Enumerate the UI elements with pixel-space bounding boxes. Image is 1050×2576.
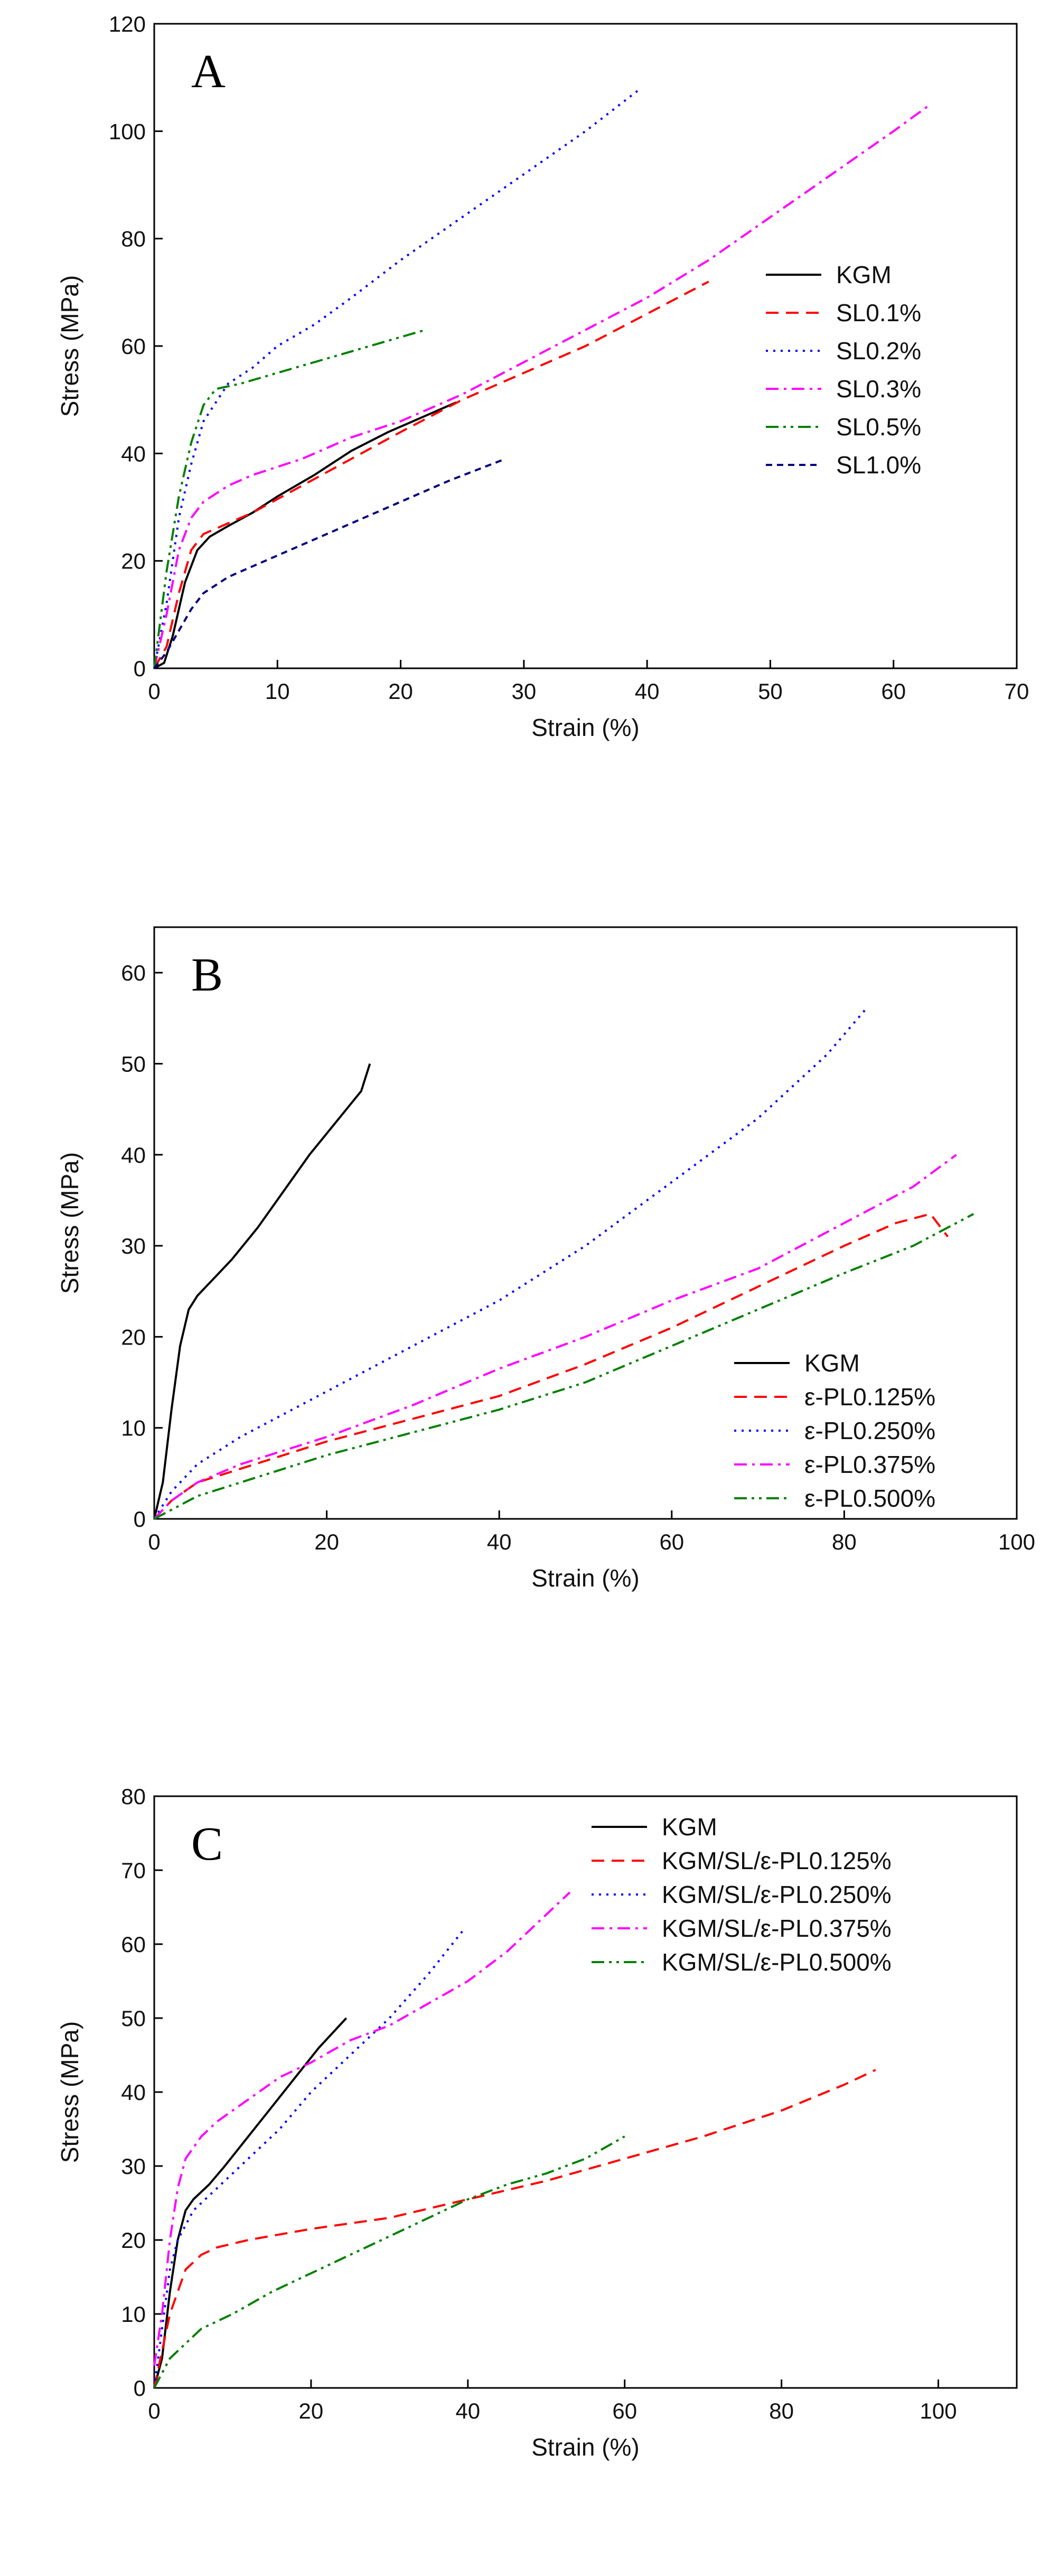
x-tick-label: 0 bbox=[148, 2398, 160, 2423]
y-tick-label: 60 bbox=[121, 334, 146, 359]
x-tick-label: 0 bbox=[148, 1529, 160, 1554]
y-axis-title: Stress (MPa) bbox=[56, 2021, 83, 2163]
legend-label: SL1.0% bbox=[836, 451, 921, 479]
y-tick-label: 80 bbox=[121, 1784, 146, 1809]
series-line bbox=[154, 401, 457, 669]
x-axis-title: Strain (%) bbox=[531, 2433, 639, 2461]
y-tick-label: 0 bbox=[134, 2376, 146, 2401]
series-line bbox=[153, 1928, 465, 2388]
series-line bbox=[154, 1213, 974, 1520]
series-line bbox=[153, 1891, 571, 2366]
series-line bbox=[153, 329, 426, 669]
y-tick-label: 40 bbox=[121, 2080, 146, 2105]
legend-label: KGM bbox=[662, 1813, 717, 1841]
x-tick-label: 40 bbox=[487, 1529, 512, 1554]
x-tick-label: 20 bbox=[299, 2398, 324, 2423]
x-tick-label: 50 bbox=[758, 679, 783, 704]
x-tick-label: 40 bbox=[455, 2398, 480, 2423]
y-tick-label: 30 bbox=[121, 2154, 146, 2179]
x-tick-label: 20 bbox=[388, 679, 413, 704]
legend-label: KGM/SL/ε-PL0.375% bbox=[662, 1915, 892, 1942]
y-tick-label: 0 bbox=[134, 1507, 146, 1532]
series-line bbox=[153, 2135, 625, 2388]
panel-label: A bbox=[191, 45, 226, 98]
x-tick-label: 40 bbox=[635, 679, 660, 704]
series-line bbox=[153, 1008, 867, 1520]
plot-frame bbox=[153, 926, 1018, 1520]
y-tick-label: 20 bbox=[121, 549, 146, 574]
y-tick-label: 50 bbox=[121, 1051, 146, 1076]
legend-label: KGM bbox=[836, 261, 892, 288]
y-tick-label: 10 bbox=[121, 2302, 146, 2327]
legend-label: ε-PL0.500% bbox=[804, 1485, 935, 1512]
x-tick-label: 60 bbox=[881, 679, 906, 704]
y-tick-label: 20 bbox=[121, 2228, 146, 2253]
legend-label: KGM/SL/ε-PL0.250% bbox=[662, 1881, 892, 1908]
x-tick-label: 100 bbox=[920, 2398, 957, 2423]
legend-label: ε-PL0.125% bbox=[804, 1383, 935, 1411]
panel-label: B bbox=[191, 949, 223, 1001]
series-line bbox=[153, 458, 506, 669]
legend: KGM KGM/SL/ε-PL0.125% KGM/SL/ε-PL0.250% KGM… bbox=[592, 1813, 892, 1976]
legend-label: KGM bbox=[804, 1349, 860, 1377]
legend-label: KGM/SL/ε-PL0.500% bbox=[662, 1948, 892, 1976]
x-tick-label: 60 bbox=[612, 2398, 637, 2423]
panel-label: C bbox=[191, 1818, 223, 1870]
legend: KGM ε-PL0.125% ε-PL0.250% ε-PL0.375% ε-PL0.5… bbox=[734, 1349, 935, 1512]
series-line bbox=[153, 281, 709, 669]
legend-label: SL0.1% bbox=[836, 299, 921, 326]
x-tick-label: 60 bbox=[659, 1529, 684, 1554]
y-tick-label: 40 bbox=[121, 1143, 146, 1168]
y-axis-title: Stress (MPa) bbox=[56, 1152, 83, 1294]
x-tick-label: 80 bbox=[769, 2398, 794, 2423]
series-line bbox=[153, 2069, 876, 2388]
y-tick-label: 120 bbox=[109, 12, 146, 36]
y-tick-label: 60 bbox=[121, 960, 146, 985]
legend-label: SL0.5% bbox=[836, 413, 921, 441]
x-axis-title: Strain (%) bbox=[531, 714, 639, 741]
x-tick-label: 10 bbox=[265, 679, 290, 704]
y-tick-label: 100 bbox=[109, 119, 146, 144]
x-tick-label: 30 bbox=[511, 679, 536, 704]
y-tick-label: 40 bbox=[121, 441, 146, 466]
y-axis-title: Stress (MPa) bbox=[56, 275, 83, 417]
y-tick-label: 10 bbox=[121, 1416, 146, 1441]
series-line bbox=[153, 1154, 957, 1520]
y-tick-label: 0 bbox=[134, 656, 146, 681]
series-line bbox=[153, 2017, 348, 2388]
x-tick-label: 100 bbox=[998, 1529, 1035, 1554]
x-axis-title: Strain (%) bbox=[531, 1564, 639, 1592]
y-tick-label: 50 bbox=[121, 2006, 146, 2031]
legend-label: SL0.3% bbox=[836, 375, 921, 403]
series-line bbox=[153, 103, 931, 669]
y-tick-label: 80 bbox=[121, 227, 146, 251]
chart-panel-c: 0 20 40 60 80 100 0 10 20 30 40 50 60 70 80 Strain (%) S… bbox=[56, 1784, 1018, 2461]
legend: KGM SL0.1% SL0.2% SL0.3% SL0.5% SL1.0% bbox=[766, 261, 921, 479]
y-tick-label: 30 bbox=[121, 1234, 146, 1258]
legend-label: ε-PL0.250% bbox=[804, 1417, 935, 1444]
x-tick-label: 0 bbox=[148, 679, 160, 704]
legend-label: ε-PL0.375% bbox=[804, 1451, 935, 1478]
chart-panel-a: 0 10 20 30 40 50 60 70 0 20 40 60 80 100 120 Strain (%)… bbox=[56, 12, 1029, 741]
chart-panel-b: 0 20 40 60 80 100 0 10 20 30 40 50 60 Strain (%) Stres… bbox=[56, 926, 1035, 1592]
series-line bbox=[153, 87, 642, 669]
legend-label: KGM/SL/ε-PL0.125% bbox=[662, 1847, 892, 1874]
series-line bbox=[153, 1063, 371, 1519]
y-tick-label: 60 bbox=[121, 1932, 146, 1957]
legend-label: SL0.2% bbox=[836, 337, 921, 365]
x-tick-label: 70 bbox=[1005, 679, 1029, 704]
x-tick-label: 80 bbox=[832, 1529, 857, 1554]
y-tick-label: 20 bbox=[121, 1324, 146, 1349]
y-tick-label: 70 bbox=[121, 1858, 146, 1883]
x-tick-label: 20 bbox=[314, 1529, 339, 1554]
